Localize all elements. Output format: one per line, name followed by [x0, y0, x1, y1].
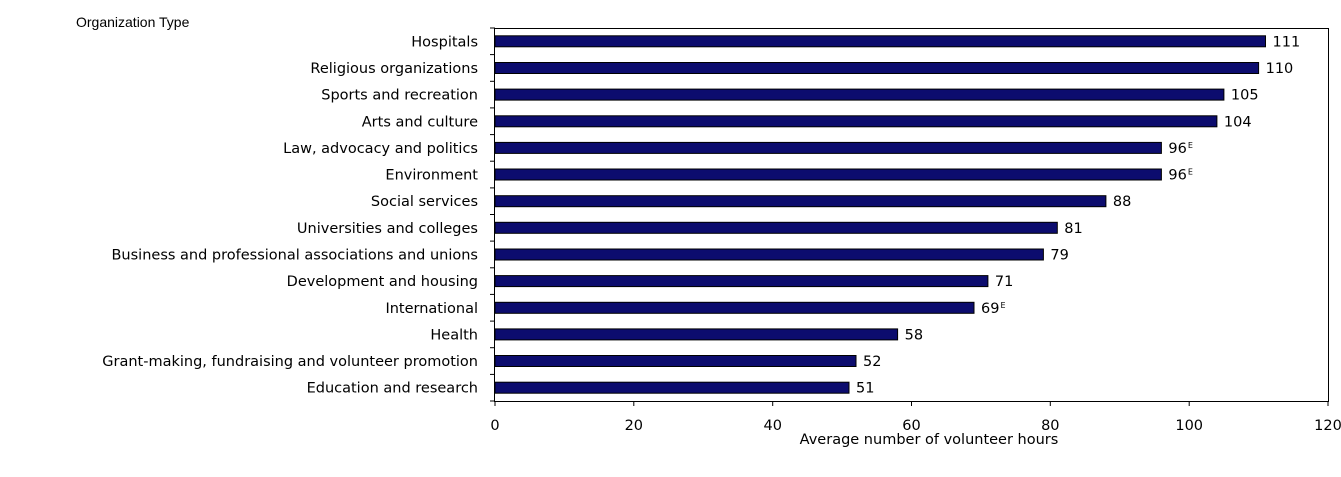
- value-label: 96E: [1168, 168, 1193, 184]
- category-label: Grant-making, fundraising and volunteer …: [102, 354, 478, 370]
- category-label: Environment: [385, 168, 478, 184]
- x-tick-label: 20: [625, 418, 643, 434]
- bars-layer: [494, 35, 1266, 394]
- category-label: Law, advocacy and politics: [283, 141, 478, 157]
- category-label: Religious organizations: [310, 61, 478, 77]
- bar: [494, 62, 1260, 74]
- value-label: 111: [1273, 34, 1301, 50]
- category-label: Sports and recreation: [321, 88, 478, 104]
- plot-frame: [494, 28, 1329, 402]
- y-axis-ticks: [490, 27, 495, 402]
- category-label: Universities and colleges: [297, 221, 478, 237]
- category-label: Business and professional associations a…: [111, 248, 478, 264]
- x-tick-label: 0: [490, 418, 499, 434]
- x-tick-label: 60: [902, 418, 920, 434]
- value-label: 96E: [1168, 141, 1193, 157]
- bar: [494, 35, 1266, 48]
- value-label: 58: [905, 327, 923, 343]
- category-label: Health: [430, 327, 478, 343]
- bar: [494, 275, 989, 288]
- category-label: Development and housing: [287, 274, 478, 290]
- bar: [494, 168, 1162, 181]
- category-label: International: [385, 301, 478, 317]
- category-labels: Hospitals Religious organizations Sports a…: [102, 34, 478, 396]
- bar: [494, 115, 1218, 128]
- bar: [494, 195, 1107, 208]
- value-label: 51: [856, 381, 874, 397]
- bar: [494, 355, 857, 367]
- category-label: Hospitals: [411, 34, 478, 50]
- bar: [494, 141, 1162, 154]
- value-flag: E: [1188, 168, 1193, 177]
- value-label: 52: [863, 354, 881, 370]
- category-label: Social services: [371, 194, 478, 210]
- value-label: 110: [1266, 61, 1294, 77]
- value-label: 104: [1224, 114, 1252, 130]
- bar: [494, 248, 1044, 261]
- value-label: 105: [1231, 88, 1259, 104]
- bar: [494, 221, 1058, 234]
- x-tick-label: 40: [763, 418, 781, 434]
- x-tick-label: 120: [1314, 418, 1341, 434]
- bar: [494, 301, 975, 314]
- value-flag: E: [1000, 301, 1005, 310]
- value-flag: E: [1188, 141, 1193, 150]
- x-tick-label: 80: [1041, 418, 1059, 434]
- bar: [494, 88, 1225, 101]
- category-axis-title: Organization Type: [76, 14, 190, 30]
- x-tick-label: 100: [1175, 418, 1203, 434]
- x-axis-ticks: 0 20 40 60 80 100 120: [490, 401, 1341, 434]
- value-label: 81: [1064, 221, 1082, 237]
- value-label: 69E: [981, 301, 1006, 317]
- value-label: 88: [1113, 194, 1131, 210]
- value-label: 79: [1050, 248, 1068, 264]
- category-label: Arts and culture: [362, 114, 478, 130]
- bar: [494, 328, 899, 341]
- bar: [494, 381, 850, 394]
- value-labels: 111 110 105 104 96E 96E 88 81 79 71 69E 58 52 51: [856, 34, 1300, 396]
- x-axis-title: Average number of volunteer hours: [800, 432, 1059, 448]
- category-label: Education and research: [307, 381, 478, 397]
- value-label: 71: [995, 274, 1013, 290]
